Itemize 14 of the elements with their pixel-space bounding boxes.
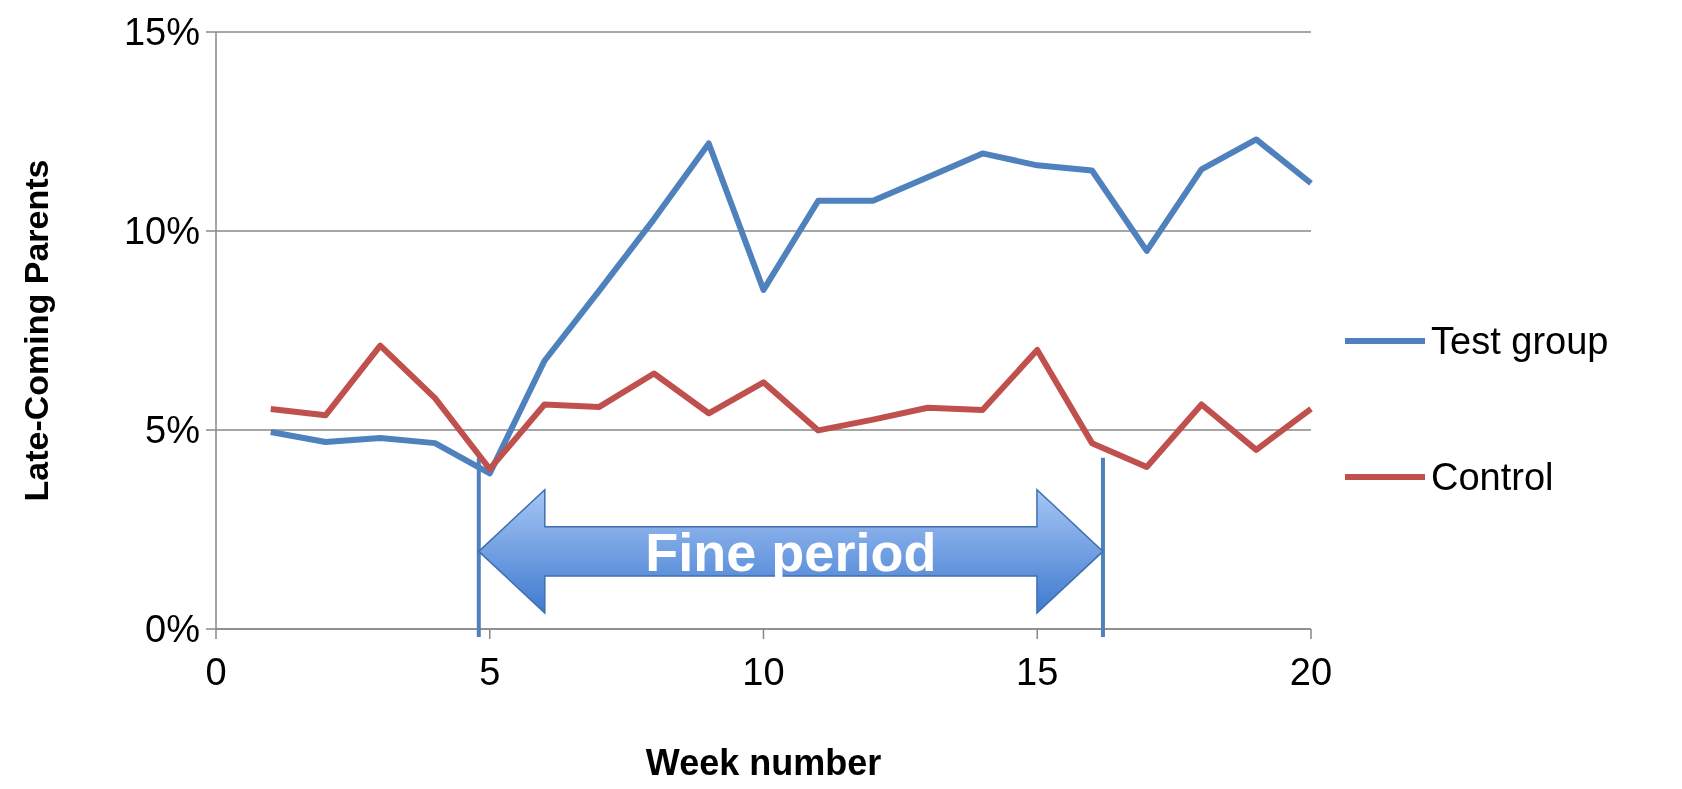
x-tick-label: 20 xyxy=(1289,651,1333,693)
x-tick-label: 10 xyxy=(742,651,785,693)
legend-label: Control xyxy=(1431,456,1554,499)
legend-label: Test group xyxy=(1431,320,1609,363)
y-tick-label: 10% xyxy=(123,210,200,253)
y-tick-label: 0% xyxy=(145,608,200,651)
y-axis-title: Late-Coming Parents xyxy=(17,159,55,502)
x-tick-label: 5 xyxy=(479,651,501,693)
y-tick-label: 5% xyxy=(145,409,200,452)
x-axis-title: Week number xyxy=(645,742,882,783)
x-tick-label: 0 xyxy=(205,651,227,693)
y-tick-label: 15% xyxy=(123,11,200,54)
annotation: Fine period xyxy=(645,521,937,582)
x-tick-label: 15 xyxy=(1016,651,1059,693)
